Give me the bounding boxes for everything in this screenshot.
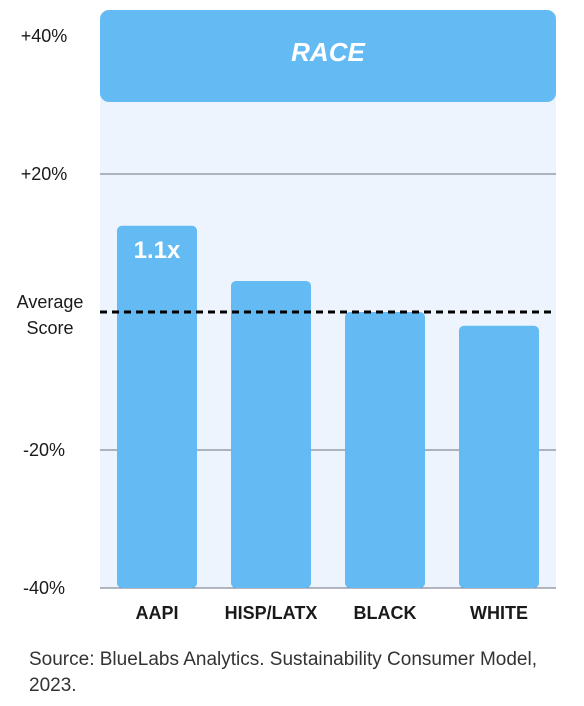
bar bbox=[345, 312, 425, 588]
x-axis-ticks: AAPI HISP/LATX BLACK WHITE bbox=[135, 603, 528, 623]
data-label: 1.1x bbox=[134, 237, 181, 264]
x-tick-label: WHITE bbox=[470, 603, 528, 623]
y-tick-label: -40% bbox=[23, 578, 65, 598]
average-score-label: Average bbox=[17, 292, 84, 312]
x-tick-label: AAPI bbox=[135, 603, 178, 623]
average-score-label: Score bbox=[26, 318, 73, 338]
y-axis-ticks: +40% +20% -20% -40% bbox=[21, 26, 68, 598]
average-score-reference: Average Score bbox=[17, 292, 556, 338]
chart-title: RACE bbox=[291, 37, 365, 67]
bar bbox=[117, 225, 197, 588]
y-tick-label: +20% bbox=[21, 164, 68, 184]
bar bbox=[231, 280, 311, 588]
race-bar-chart: +40% +20% -20% -40% 1.1x Average Score AAPI H… bbox=[17, 10, 556, 623]
bar bbox=[459, 325, 539, 588]
x-tick-label: BLACK bbox=[354, 603, 417, 623]
source-note: Source: BlueLabs Analytics. Sustainabili… bbox=[29, 649, 537, 696]
y-tick-label: +40% bbox=[21, 26, 68, 46]
bars: 1.1x bbox=[117, 225, 539, 588]
title-banner bbox=[100, 10, 556, 102]
y-tick-label: -20% bbox=[23, 440, 65, 460]
x-tick-label: HISP/LATX bbox=[225, 603, 318, 623]
